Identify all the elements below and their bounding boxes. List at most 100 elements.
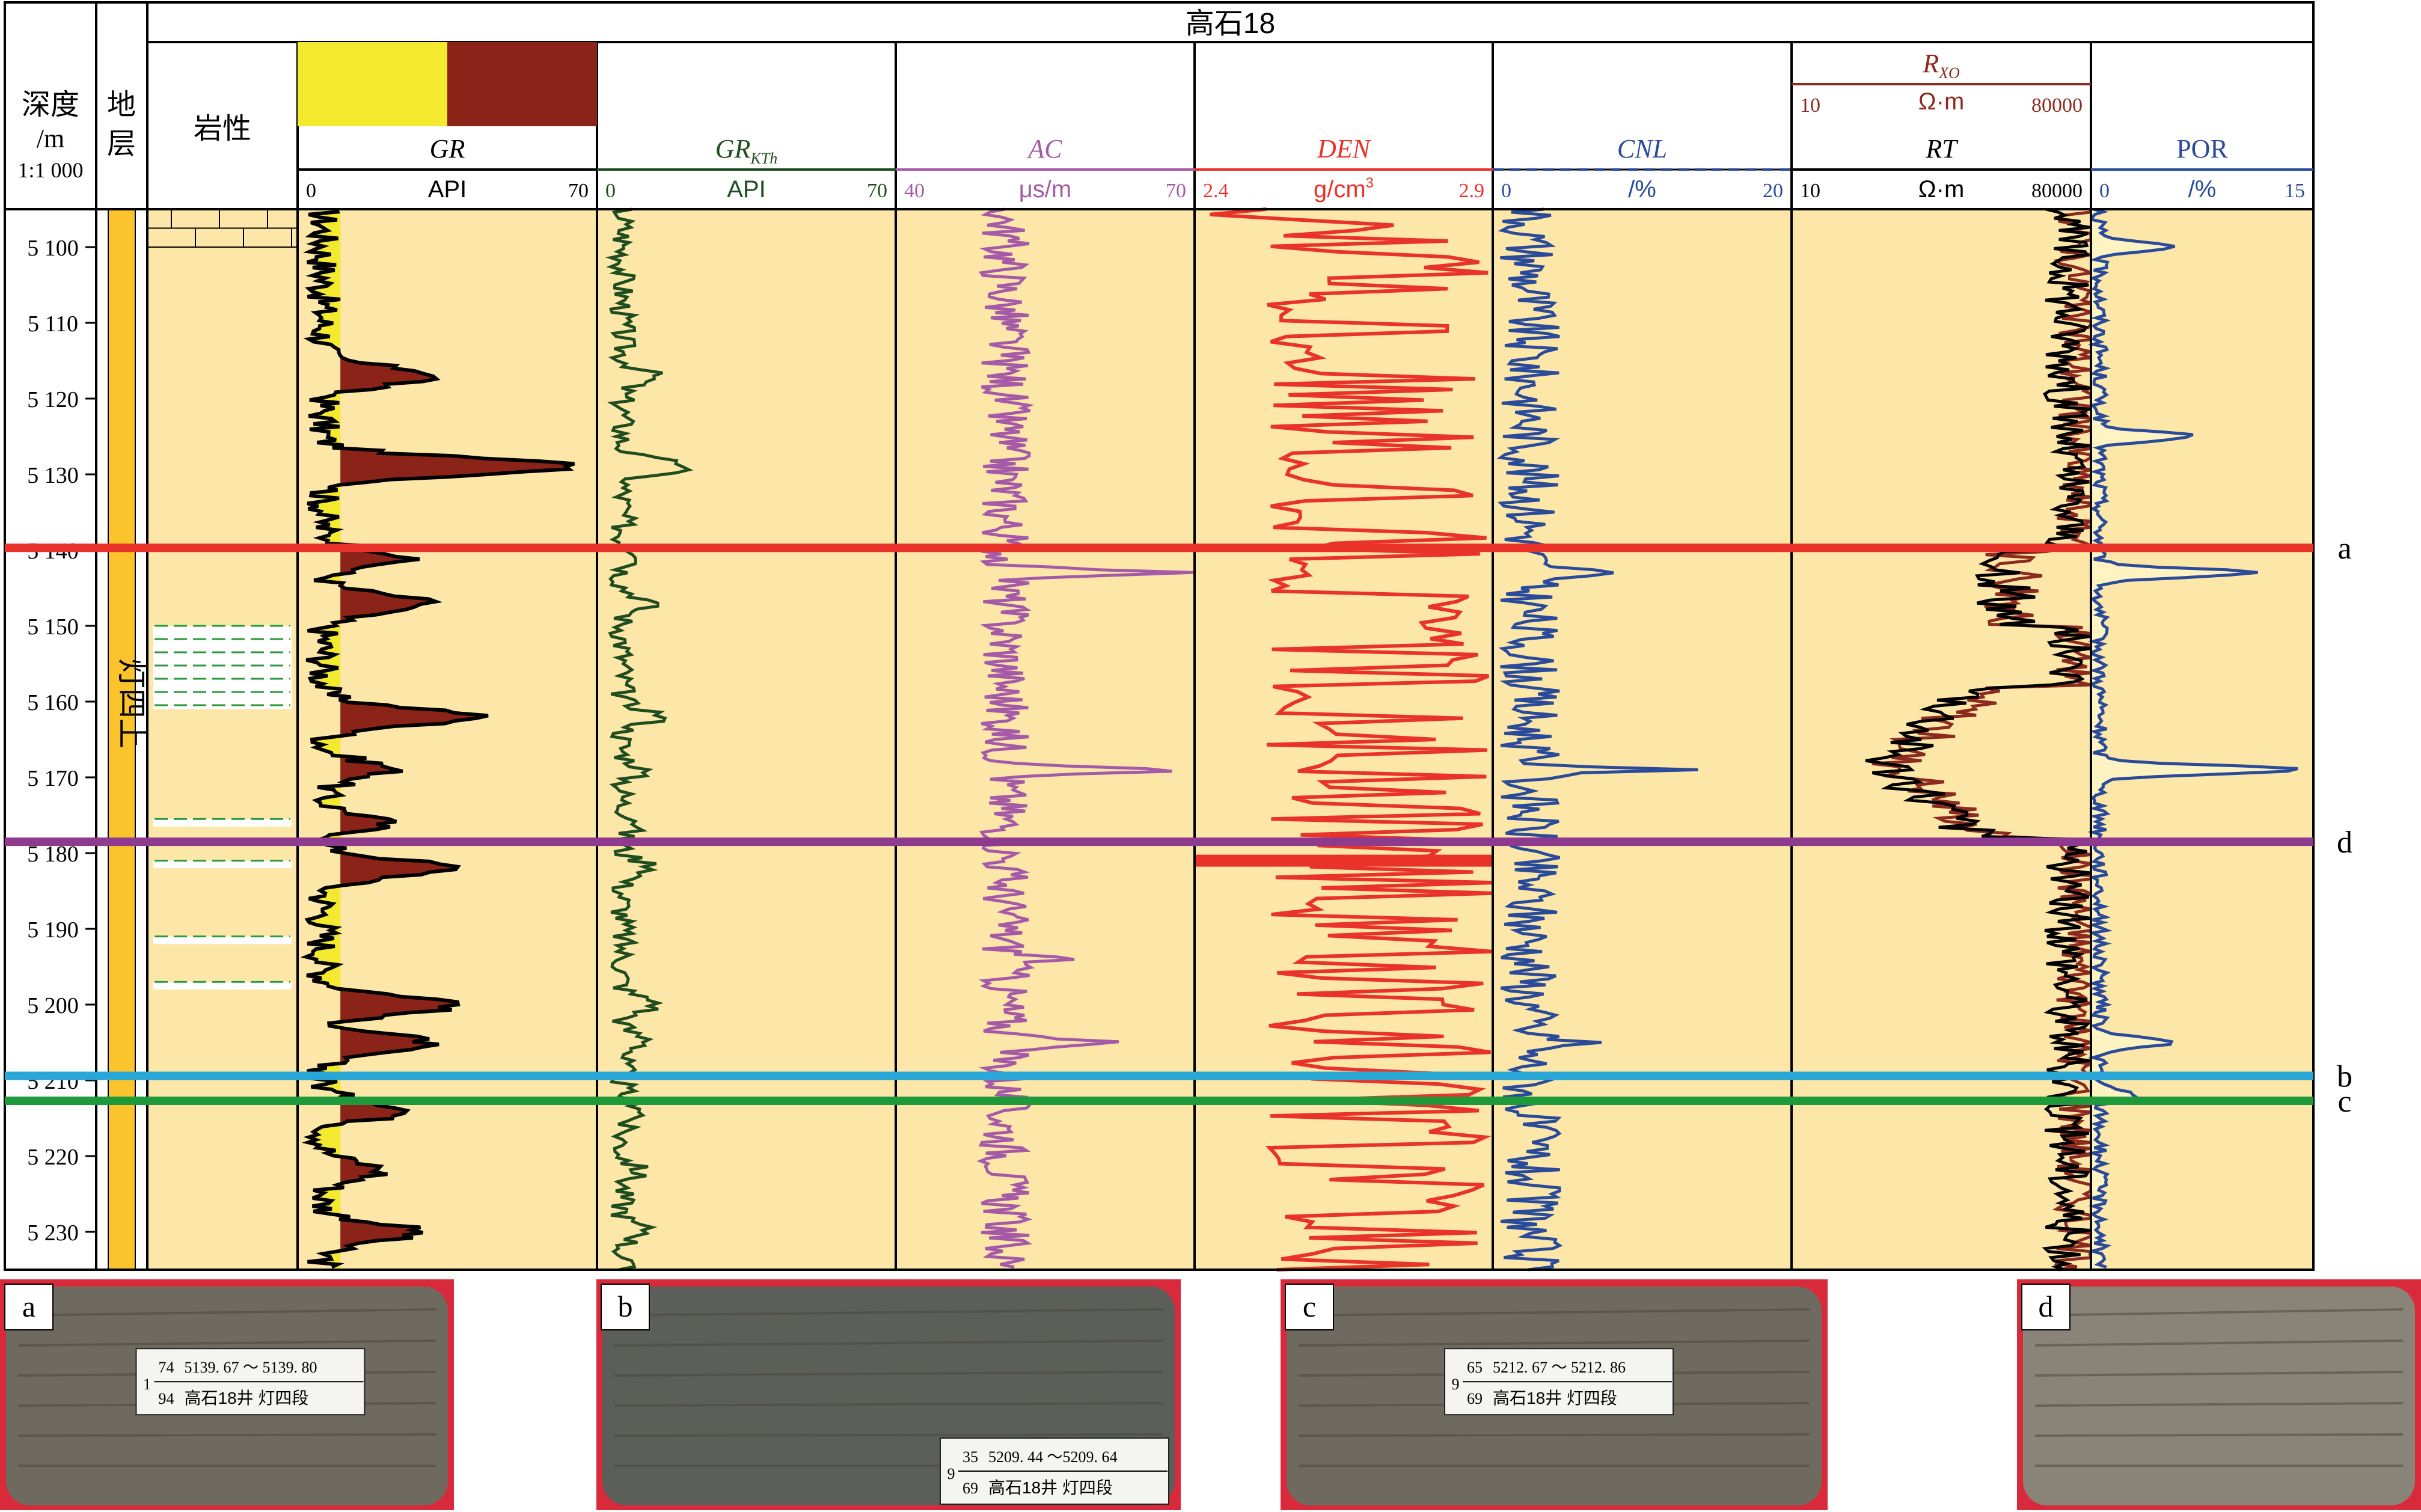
core-texture	[17, 1308, 436, 1317]
track-max-grkth: 70	[867, 180, 887, 202]
tag-well: 高石18井 灯四段	[988, 1478, 1113, 1497]
strata-header-2: 层	[107, 128, 136, 160]
depth-tick-label: 5 170	[27, 766, 79, 791]
marker-label-a: a	[2337, 531, 2351, 566]
gr-high-fill	[340, 209, 575, 1270]
tag-depths: 5139. 67 ～ 5139. 80	[185, 1359, 317, 1376]
lith-argillaceous-interval	[153, 936, 292, 944]
depth-tick-label: 5 120	[27, 387, 79, 412]
track-max-cnl: 20	[1763, 180, 1783, 202]
depth-tick-label: 5 160	[27, 690, 79, 715]
core-texture	[2034, 1339, 2404, 1347]
photo-label: c	[1303, 1290, 1316, 1323]
core-texture	[614, 1308, 1163, 1317]
track-name-grkth: GRKTh	[715, 134, 777, 167]
track-bg-rt	[1792, 209, 2091, 1270]
depth-tick-label: 5 100	[27, 236, 79, 261]
core-texture	[614, 1433, 1163, 1437]
rxo-max: 80000	[2031, 94, 2083, 117]
photo-label: b	[618, 1290, 633, 1323]
track-max-por: 15	[2285, 180, 2305, 202]
track-min-cnl: 0	[1501, 180, 1511, 202]
gr-curve	[300, 208, 575, 1269]
core-photo-c: c 9 65 69 5212. 67 ～ 5212. 86 高石18井 灯四段	[1281, 1279, 1828, 1510]
track-bg-grkth	[597, 209, 896, 1270]
depth-tick-label: 5 150	[27, 614, 79, 640]
depth-tick-label: 5 230	[27, 1220, 79, 1246]
photo-label-box	[1285, 1284, 1334, 1330]
track-bg-por	[2091, 209, 2313, 1270]
track-name-ac: AC	[1026, 134, 1062, 164]
rxo-min: 10	[1800, 94, 1820, 117]
core-texture	[614, 1402, 1163, 1407]
lith-header: 岩性	[194, 113, 251, 145]
track-name-cnl: CNL	[1617, 134, 1667, 164]
track-min-ac: 40	[904, 180, 925, 202]
rt-curve	[1865, 207, 2095, 1272]
photo-label-box	[4, 1284, 54, 1330]
track-bg-cnl	[1493, 209, 1792, 1270]
lith-argillaceous-interval	[153, 860, 292, 869]
tag-well: 高石18井 灯四段	[1493, 1389, 1617, 1407]
track-name-rt: RT	[1925, 134, 1959, 164]
depth-header-3: 1:1 000	[17, 158, 83, 182]
ac-curve	[976, 207, 1193, 1269]
rxo-name: RXO	[1922, 49, 1960, 82]
track-min-rt: 10	[1800, 180, 1820, 202]
track-unit-cnl: /%	[1628, 176, 1656, 203]
cnl-curve	[1496, 207, 1698, 1272]
den-curve	[1210, 207, 1493, 1272]
track-name-den: DEN	[1317, 134, 1372, 164]
lith-argillaceous-interval	[153, 819, 292, 827]
photo-label: d	[2039, 1290, 2054, 1323]
core-texture	[2034, 1433, 2404, 1437]
core-photo-b: b 9 35 69 5209. 44 ～5209. 64 高石18井 灯四段	[596, 1279, 1181, 1510]
lith-argillaceous-interval	[153, 982, 292, 990]
track-unit-gr: API	[428, 176, 467, 203]
track-bg-ac	[896, 209, 1195, 1270]
core-texture	[2034, 1371, 2404, 1377]
marker-label-d: d	[2337, 825, 2352, 860]
tag-top: 35	[963, 1448, 978, 1466]
tag-well: 高石18井 灯四段	[185, 1389, 309, 1407]
track-min-grkth: 0	[605, 180, 616, 202]
depth-tick-label: 5 130	[27, 463, 79, 488]
gr-low-swatch	[298, 42, 447, 126]
tag-bottom: 94	[159, 1390, 174, 1407]
track-min-den: 2.4	[1203, 180, 1229, 202]
track-unit-ac: μs/m	[1019, 176, 1071, 203]
tag-top: 65	[1467, 1359, 1483, 1376]
tag-index: 1	[143, 1376, 151, 1393]
depth-header-2: /m	[37, 124, 64, 153]
por-curve	[2087, 207, 2298, 1269]
track-name-gr: GR	[430, 134, 465, 164]
track-unit-grkth: API	[727, 176, 765, 203]
core-body	[2023, 1287, 2415, 1505]
marker-label-c: c	[2337, 1085, 2351, 1119]
photo-label-box	[601, 1284, 650, 1330]
tag-depths: 5209. 44 ～5209. 64	[988, 1448, 1118, 1466]
depth-tick-label: 5 200	[27, 993, 79, 1018]
depth-tick-label: 5 220	[27, 1145, 79, 1170]
depth-tick-label: 5 110	[28, 311, 78, 337]
track-max-rt: 80000	[2031, 180, 2083, 202]
formation-bar	[108, 209, 136, 1270]
den-thick-bar	[1195, 854, 1493, 867]
core-texture	[1298, 1433, 1810, 1437]
chart-frame	[4, 1, 2315, 1271]
core-texture	[614, 1339, 1163, 1347]
tag-depths: 5212. 67 ～ 5212. 86	[1493, 1359, 1626, 1376]
lith-column-bg	[147, 209, 298, 1270]
rxo-unit: Ω·m	[1918, 88, 1965, 115]
tag-bottom: 69	[963, 1480, 978, 1497]
marker-label-b: b	[2337, 1059, 2352, 1094]
depth-header-1: 深度	[22, 89, 79, 121]
core-texture	[1298, 1339, 1810, 1347]
track-min-gr: 0	[306, 180, 316, 202]
track-unit-den: g/cm3	[1314, 175, 1374, 203]
track-min-por: 0	[2099, 180, 2110, 202]
strata-header-1: 地	[107, 89, 136, 121]
core-photo-a: a 1 74 94 5139. 67 ～ 5139. 80 高石18井 灯四段	[0, 1279, 454, 1510]
track-name-por: POR	[2176, 134, 2228, 164]
